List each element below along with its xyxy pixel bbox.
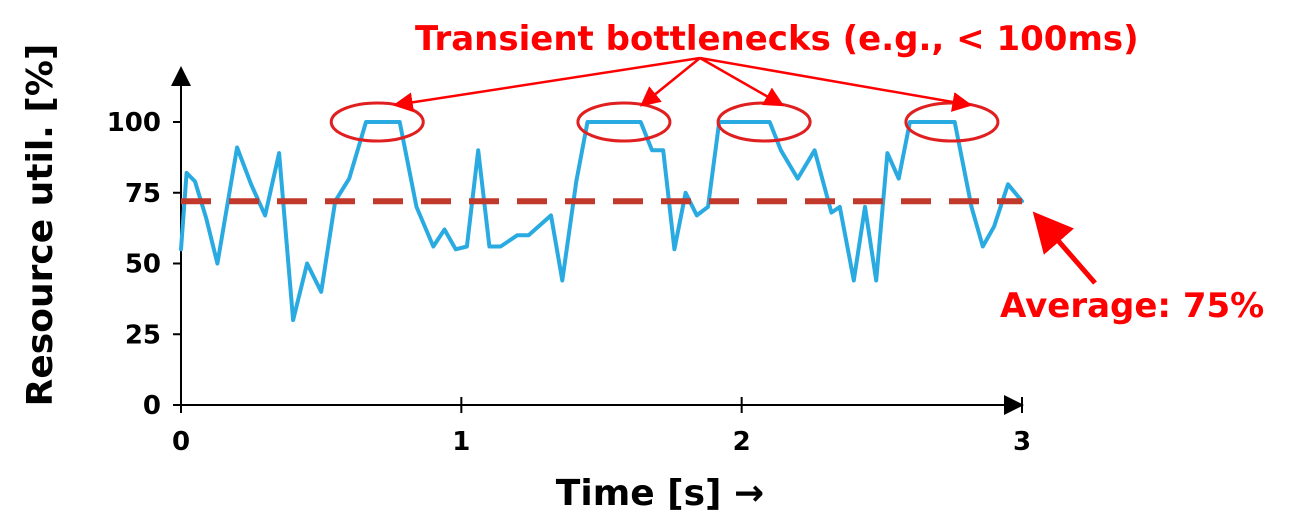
y-tick-label: 0 (143, 391, 161, 421)
bottleneck-circle (576, 101, 672, 143)
y-axis-label: Resource util. [%] (20, 44, 61, 407)
bottleneck-arrow (699, 56, 785, 107)
bottleneck-annotation: Transient bottlenecks (e.g., < 100ms) (415, 19, 1139, 59)
y-tick-label: 100 (107, 108, 161, 138)
y-tick-label: 75 (125, 179, 161, 209)
bottleneck-arrow (639, 57, 701, 107)
x-tick-label: 1 (452, 427, 470, 457)
x-tick-label: 3 (1013, 427, 1031, 457)
y-tick-label: 25 (125, 320, 161, 350)
y-ticks: 0 25 50 75 100 (107, 108, 181, 421)
x-axis-label: Time [s] → (556, 473, 764, 514)
x-tick-label: 0 (172, 427, 190, 457)
annotation-layer (329, 56, 1097, 285)
y-tick-label: 50 (125, 250, 161, 280)
bottleneck-arrow (392, 56, 701, 113)
series-layer (179, 120, 1024, 323)
x-ticks: 0 1 2 3 (172, 397, 1031, 457)
average-annotation: Average: 75% (1000, 286, 1264, 326)
bottleneck-circle (329, 101, 425, 143)
utilization-line (179, 120, 1024, 323)
average-arrow (1032, 211, 1097, 285)
x-tick-label: 2 (733, 427, 751, 457)
bottleneck-arrow (699, 56, 973, 112)
